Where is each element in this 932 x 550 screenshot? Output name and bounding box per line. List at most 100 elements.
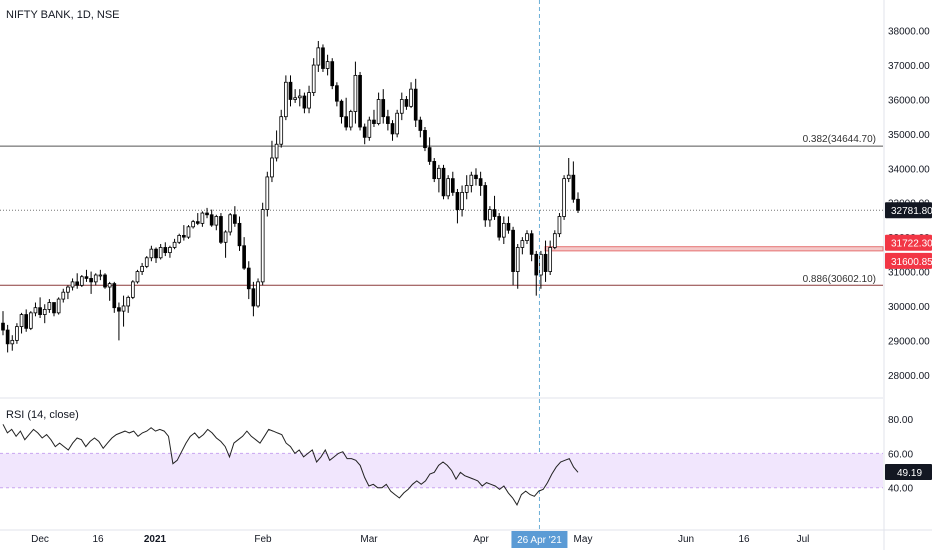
- candle[interactable]: [506, 216, 511, 234]
- candle[interactable]: [93, 273, 98, 286]
- candle[interactable]: [548, 240, 553, 275]
- candle[interactable]: [409, 82, 413, 109]
- candle[interactable]: [404, 96, 409, 110]
- candle[interactable]: [539, 250, 543, 289]
- candle[interactable]: [450, 171, 455, 196]
- candle[interactable]: [418, 116, 423, 138]
- candle[interactable]: [464, 175, 469, 200]
- candle[interactable]: [511, 226, 515, 286]
- candle[interactable]: [520, 237, 525, 255]
- candle[interactable]: [399, 92, 404, 121]
- candle[interactable]: [228, 213, 233, 236]
- candle[interactable]: [144, 256, 149, 269]
- candle[interactable]: [386, 109, 390, 131]
- candle[interactable]: [117, 302, 121, 341]
- candle[interactable]: [362, 123, 367, 145]
- candle[interactable]: [515, 244, 520, 289]
- candle[interactable]: [214, 214, 219, 231]
- candle[interactable]: [186, 225, 191, 239]
- candle[interactable]: [242, 237, 246, 270]
- candle[interactable]: [135, 269, 140, 284]
- time-axis[interactable]: Dec 16 2021 Feb Mar Apr May Jun 16 Jul: [31, 534, 809, 545]
- candle[interactable]: [19, 312, 24, 334]
- candle[interactable]: [98, 269, 103, 281]
- price-zone-rect[interactable]: [544, 246, 884, 252]
- candle[interactable]: [441, 164, 446, 200]
- candle[interactable]: [501, 216, 506, 245]
- candle[interactable]: [376, 92, 381, 126]
- candle[interactable]: [497, 213, 502, 241]
- candle[interactable]: [325, 54, 330, 76]
- candle[interactable]: [297, 89, 302, 107]
- candle[interactable]: [121, 295, 126, 327]
- candle[interactable]: [195, 213, 200, 226]
- candle[interactable]: [38, 297, 42, 319]
- candle[interactable]: [460, 185, 464, 217]
- candle[interactable]: [321, 44, 325, 72]
- candle[interactable]: [395, 109, 399, 138]
- candle[interactable]: [455, 188, 460, 224]
- candle[interactable]: [219, 213, 223, 245]
- candle[interactable]: [270, 140, 274, 183]
- candle[interactable]: [233, 206, 237, 227]
- candle[interactable]: [543, 240, 548, 282]
- candle[interactable]: [154, 247, 158, 263]
- candle[interactable]: [15, 323, 19, 344]
- candle[interactable]: [335, 82, 339, 107]
- candle[interactable]: [413, 78, 418, 128]
- candle[interactable]: [432, 157, 437, 183]
- candle[interactable]: [474, 168, 478, 186]
- candle[interactable]: [168, 245, 172, 258]
- candle[interactable]: [372, 109, 376, 128]
- candle[interactable]: [246, 261, 251, 300]
- candle[interactable]: [288, 75, 293, 107]
- candle[interactable]: [182, 225, 186, 241]
- candle[interactable]: [79, 274, 84, 288]
- candle[interactable]: [552, 230, 557, 250]
- candle[interactable]: [84, 269, 89, 282]
- candle[interactable]: [390, 120, 395, 141]
- candle[interactable]: [103, 273, 107, 289]
- candle[interactable]: [446, 175, 450, 200]
- candle[interactable]: [274, 130, 279, 162]
- candle[interactable]: [483, 182, 488, 227]
- rsi-line[interactable]: [2, 424, 579, 506]
- candle[interactable]: [427, 137, 432, 165]
- candle[interactable]: [566, 157, 571, 183]
- candle[interactable]: [200, 211, 205, 227]
- candle[interactable]: [223, 230, 228, 258]
- candle[interactable]: [42, 304, 47, 324]
- candle[interactable]: [367, 116, 372, 141]
- candle[interactable]: [251, 281, 256, 317]
- candle[interactable]: [191, 219, 195, 229]
- candle[interactable]: [112, 281, 117, 313]
- candle[interactable]: [265, 171, 270, 217]
- candle[interactable]: [316, 40, 321, 72]
- candle[interactable]: [348, 109, 353, 131]
- candle[interactable]: [488, 206, 492, 227]
- candle[interactable]: [381, 89, 386, 124]
- candle[interactable]: [437, 164, 441, 193]
- candle[interactable]: [330, 58, 335, 90]
- candle[interactable]: [140, 262, 144, 275]
- candle[interactable]: [177, 233, 182, 245]
- candle[interactable]: [10, 335, 15, 351]
- rsi-label[interactable]: RSI (14, close): [6, 409, 79, 421]
- candle[interactable]: [107, 281, 112, 301]
- candle[interactable]: [126, 295, 131, 313]
- candle[interactable]: [33, 302, 38, 317]
- candle[interactable]: [576, 192, 580, 214]
- candle[interactable]: [307, 85, 311, 114]
- candle[interactable]: [311, 58, 316, 97]
- candle[interactable]: [344, 97, 348, 131]
- candle[interactable]: [423, 127, 427, 152]
- candle[interactable]: [47, 299, 52, 313]
- candle[interactable]: [529, 230, 534, 262]
- candle[interactable]: [61, 288, 66, 303]
- candle[interactable]: [5, 324, 10, 353]
- candle[interactable]: [209, 209, 214, 227]
- candle[interactable]: [478, 171, 483, 196]
- candle[interactable]: [302, 92, 307, 114]
- candle[interactable]: [149, 245, 154, 262]
